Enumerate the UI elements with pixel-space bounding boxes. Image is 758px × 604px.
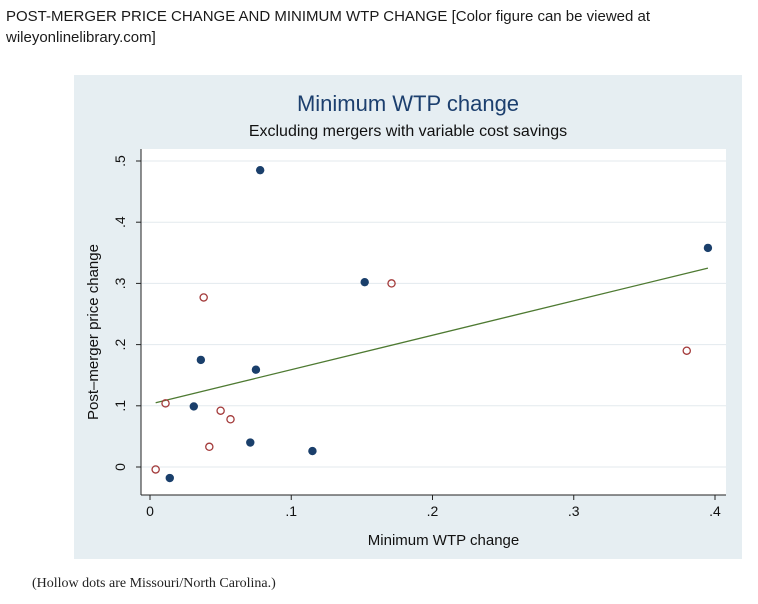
filled-point xyxy=(255,165,265,175)
hollow-point xyxy=(226,415,235,424)
x-axis: 0 .1 .2 .3 .4 xyxy=(141,494,726,519)
hollow-point xyxy=(199,293,208,302)
hollow-point xyxy=(387,279,396,288)
hollow-point xyxy=(161,399,170,408)
filled-point xyxy=(308,446,317,456)
x-tick-label: .2 xyxy=(427,503,439,519)
chart-panel: Minimum WTP change Excluding mergers wit… xyxy=(74,75,742,559)
filled-point xyxy=(360,277,369,287)
hollow-point xyxy=(205,442,214,452)
filled-point xyxy=(165,473,174,483)
filled-point xyxy=(189,402,198,411)
x-tick-label: .4 xyxy=(709,503,721,519)
y-tick-label: .4 xyxy=(112,216,128,228)
data-points xyxy=(151,165,713,483)
y-axis: 0 .1 .2 .3 .4 .5 xyxy=(112,149,142,495)
x-tick-label: 0 xyxy=(146,503,154,519)
y-tick-label: 0 xyxy=(112,463,128,471)
fit-line-group xyxy=(155,267,709,404)
filled-point xyxy=(251,365,261,374)
y-tick-label: .1 xyxy=(112,400,128,412)
filled-point xyxy=(246,438,255,447)
chart-title: Minimum WTP change xyxy=(296,91,520,116)
y-tick-label: .5 xyxy=(112,155,128,167)
y-tick-label: .2 xyxy=(112,339,128,351)
figure-caption: POST-MERGER PRICE CHANGE AND MINIMUM WTP… xyxy=(6,8,651,46)
fit-line xyxy=(155,267,709,404)
y-axis-label: Post–merger price change xyxy=(85,244,102,420)
plot-area xyxy=(141,149,726,495)
scatter-plot: 0 .1 .2 .3 .4 .5 0 .1 .2 .3 .4 Minimum WTP change… xyxy=(85,149,726,549)
hollow-point xyxy=(216,406,225,415)
filled-point xyxy=(703,243,713,253)
x-tick-label: .3 xyxy=(568,503,580,519)
gridlines xyxy=(141,160,726,468)
x-tick-label: .1 xyxy=(285,503,297,519)
filled-point xyxy=(196,355,206,365)
hollow-point xyxy=(682,346,692,355)
figure-note: (Hollow dots are Missouri/North Carolina… xyxy=(32,576,276,591)
chart-subtitle: Excluding mergers with variable cost sav… xyxy=(248,123,568,140)
y-tick-label: .3 xyxy=(112,277,128,289)
hollow-point xyxy=(151,465,160,474)
x-axis-label: Minimum WTP change xyxy=(368,532,519,549)
